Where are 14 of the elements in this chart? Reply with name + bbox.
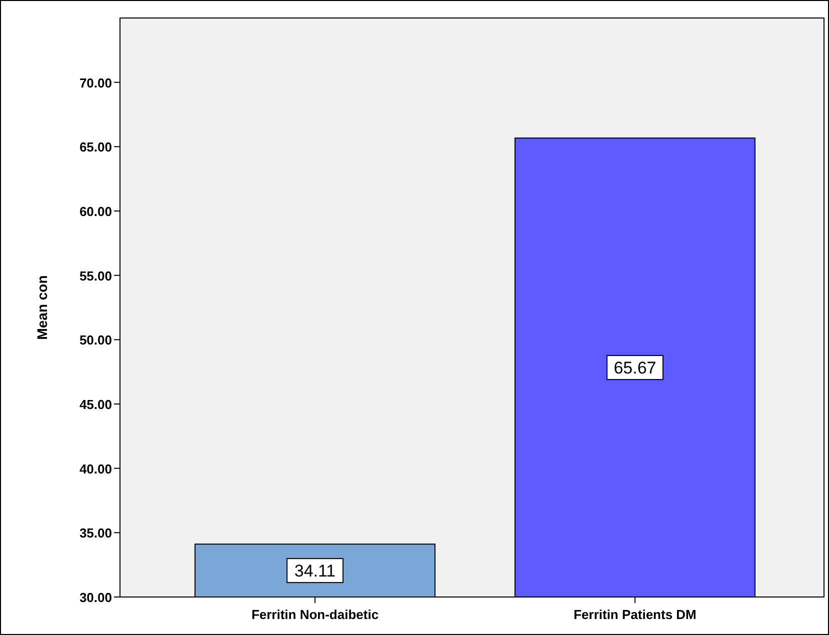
- y-tick-label: 70.00: [79, 75, 112, 90]
- y-tick-label: 40.00: [79, 461, 112, 476]
- y-axis-title: Mean con: [34, 275, 50, 340]
- y-tick-label: 50.00: [79, 332, 112, 348]
- y-tick-label: 65.00: [79, 140, 112, 155]
- data-label: 34.11: [294, 562, 336, 581]
- y-tick-label: 60.00: [79, 204, 112, 219]
- x-tick-label: Ferritin Patients DM: [574, 607, 696, 622]
- data-label: 65.67: [614, 358, 656, 378]
- y-tick-label: 35.00: [79, 526, 112, 541]
- y-tick-label: 55.00: [79, 268, 112, 284]
- y-tick-label: 45.00: [79, 397, 112, 412]
- y-tick-label: 30.00: [79, 590, 112, 605]
- x-tick-label: Ferritin Non-daibetic: [251, 607, 379, 622]
